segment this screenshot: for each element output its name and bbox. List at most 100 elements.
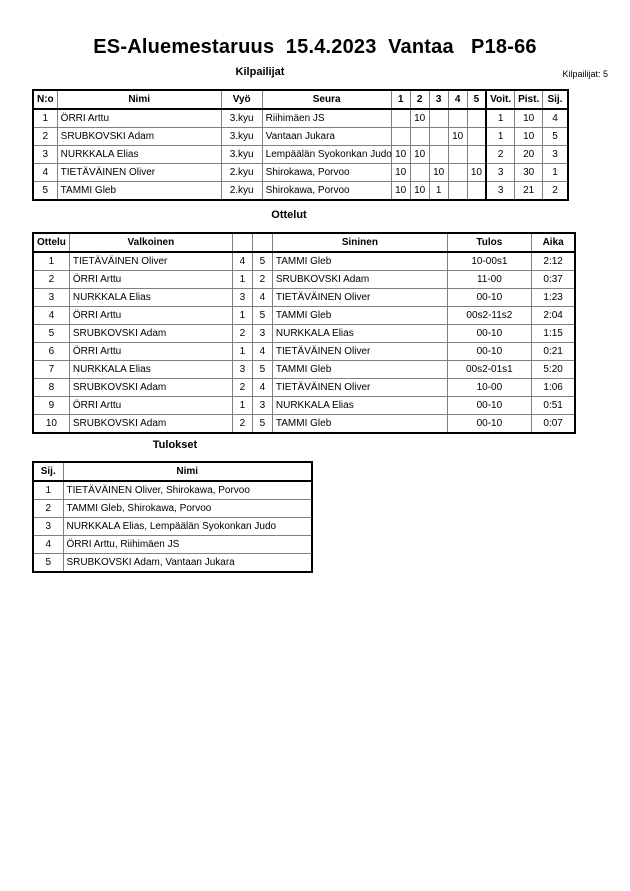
match-blue-no: 3 <box>251 324 273 343</box>
match-blue-no: 5 <box>251 306 273 325</box>
match-row: 4 ÖRRI Arttu 1 5 TAMMI Gleb 00s2-11s2 2:04 <box>32 306 576 325</box>
match-time: 2:04 <box>530 306 576 325</box>
competitor-match-score-4 <box>447 181 468 201</box>
match-result: 11-00 <box>446 270 532 289</box>
match-white-name: ÖRRI Arttu <box>68 270 233 289</box>
competitor-belt: 3.kyu <box>220 108 263 128</box>
col-header-club: Seura <box>261 89 392 110</box>
competitor-points: 21 <box>514 181 544 201</box>
competitor-no: 2 <box>32 127 58 146</box>
match-time: 2:12 <box>530 251 576 271</box>
match-blue-name: NURKKALA Elias <box>271 396 448 415</box>
competitor-count-label: Kilpailijat: 5 <box>562 69 608 79</box>
competitor-row: 2 SRUBKOVSKI Adam 3.kyu Vantaan Jukara 10 1 10… <box>32 127 569 146</box>
col-header-no: N:o <box>32 89 58 110</box>
competitor-club-text: Shirokawa, Porvoo <box>265 185 350 196</box>
competitor-match-score-5 <box>466 181 487 201</box>
match-blue-name: TAMMI Gleb <box>271 360 448 379</box>
match-time: 1:06 <box>530 378 576 397</box>
col-header-points: Pist. <box>514 89 544 110</box>
match-row: 6 ÖRRI Arttu 1 4 TIETÄVÄINEN Oliver 00-10 0:21 <box>32 342 576 361</box>
match-blue-no: 4 <box>251 342 273 361</box>
result-row: 2 TAMMI Gleb, Shirokawa, Porvoo <box>32 499 313 518</box>
match-white-name: ÖRRI Arttu <box>68 342 233 361</box>
match-white-name: NURKKALA Elias <box>68 288 233 307</box>
match-white-no: 2 <box>231 324 253 343</box>
competitor-wins: 1 <box>485 127 516 146</box>
col-header-time: Aika <box>530 232 576 253</box>
col-header-match-4: 4 <box>447 89 468 110</box>
match-result: 00-10 <box>446 414 532 434</box>
result-rank: 5 <box>32 553 64 573</box>
competitor-match-score-3: 1 <box>428 181 449 201</box>
matches-section-caption: Ottelut <box>271 209 307 221</box>
match-no: 5 <box>32 324 70 343</box>
competitor-club: Vantaan Jukara <box>261 127 392 146</box>
match-no: 8 <box>32 378 70 397</box>
match-time: 1:23 <box>530 288 576 307</box>
competitor-belt: 3.kyu <box>220 127 263 146</box>
col-header-white: Valkoinen <box>68 232 233 253</box>
competitor-match-score-2 <box>409 163 430 182</box>
match-row: 2 ÖRRI Arttu 1 2 SRUBKOVSKI Adam 11-00 0:37 <box>32 270 576 289</box>
competitor-club-text: Shirokawa, Porvoo <box>265 167 350 178</box>
competitor-match-score-2: 10 <box>409 108 430 128</box>
competitor-match-score-3 <box>428 108 449 128</box>
competitor-club: Riihimäen JS <box>261 108 392 128</box>
competitor-match-score-5: 10 <box>466 163 487 182</box>
match-white-no: 1 <box>231 342 253 361</box>
match-white-name: ÖRRI Arttu <box>68 396 233 415</box>
match-blue-no: 5 <box>251 360 273 379</box>
competitor-match-score-1: 10 <box>390 181 411 201</box>
col-header-match-5: 5 <box>466 89 487 110</box>
competitor-row: 4 TIETÄVÄINEN Oliver 2.kyu Shirokawa, Porvo… <box>32 163 569 182</box>
match-result: 10-00 <box>446 378 532 397</box>
match-time: 0:21 <box>530 342 576 361</box>
match-row: 3 NURKKALA Elias 3 4 TIETÄVÄINEN Oliver 00-10… <box>32 288 576 307</box>
competitor-match-score-1: 10 <box>390 163 411 182</box>
result-rank: 1 <box>32 480 64 500</box>
competitor-match-score-1 <box>390 108 411 128</box>
competitor-points: 20 <box>514 145 544 164</box>
competitor-match-score-3: 10 <box>428 163 449 182</box>
competitors-table: N:o Nimi Vyö Seura 1 2 3 4 5 Voit. Pist.… <box>32 89 569 201</box>
competitor-name: NURKKALA Elias <box>56 145 222 164</box>
competitor-match-score-1: 10 <box>390 145 411 164</box>
col-header-blue-no <box>251 232 273 253</box>
competitor-match-score-4 <box>447 108 468 128</box>
competitor-row: 1 ÖRRI Arttu 3.kyu Riihimäen JS 10 1 10 4 <box>32 108 569 128</box>
matches-table: Ottelu Valkoinen Sininen Tulos Aika 1 TIE… <box>32 232 577 434</box>
match-result: 00s2-11s2 <box>446 306 532 325</box>
result-row: 5 SRUBKOVSKI Adam, Vantaan Jukara <box>32 553 313 573</box>
competitor-rank: 1 <box>542 163 569 182</box>
match-time: 0:37 <box>530 270 576 289</box>
col-header-blue: Sininen <box>271 232 448 253</box>
competitor-points: 30 <box>514 163 544 182</box>
competitor-points: 10 <box>514 127 544 146</box>
competitor-row: 5 TAMMI Gleb 2.kyu Shirokawa, Porvoo 10 10 1 3 2… <box>32 181 569 201</box>
match-blue-no: 2 <box>251 270 273 289</box>
match-blue-name: NURKKALA Elias <box>271 324 448 343</box>
competitor-match-score-1 <box>390 127 411 146</box>
result-row: 1 TIETÄVÄINEN Oliver, Shirokawa, Porvoo <box>32 480 313 500</box>
competitor-match-score-5 <box>466 145 487 164</box>
competitor-row: 3 NURKKALA Elias 3.kyu Lempäälän Syokonkan … <box>32 145 569 164</box>
matches-header-row: Ottelu Valkoinen Sininen Tulos Aika <box>32 232 576 253</box>
match-white-no: 1 <box>231 270 253 289</box>
match-blue-name: TIETÄVÄINEN Oliver <box>271 342 448 361</box>
result-row: 4 ÖRRI Arttu, Riihimäen JS <box>32 535 313 554</box>
competitor-belt: 2.kyu <box>220 163 263 182</box>
match-row: 10 SRUBKOVSKI Adam 2 5 TAMMI Gleb 00-10 0:07 <box>32 414 576 434</box>
col-header-match-2: 2 <box>409 89 430 110</box>
match-result: 00-10 <box>446 324 532 343</box>
match-row: 8 SRUBKOVSKI Adam 2 4 TIETÄVÄINEN Oliver 10-0… <box>32 378 576 397</box>
match-no: 6 <box>32 342 70 361</box>
match-row: 5 SRUBKOVSKI Adam 2 3 NURKKALA Elias 00-10 1:1… <box>32 324 576 343</box>
match-blue-no: 5 <box>251 251 273 271</box>
competitor-name: ÖRRI Arttu <box>56 108 222 128</box>
competitor-match-score-5 <box>466 127 487 146</box>
competitor-rank: 5 <box>542 127 569 146</box>
match-blue-name: TIETÄVÄINEN Oliver <box>271 378 448 397</box>
competitor-name: SRUBKOVSKI Adam <box>56 127 222 146</box>
competitor-club-text: Riihimäen JS <box>265 113 325 124</box>
